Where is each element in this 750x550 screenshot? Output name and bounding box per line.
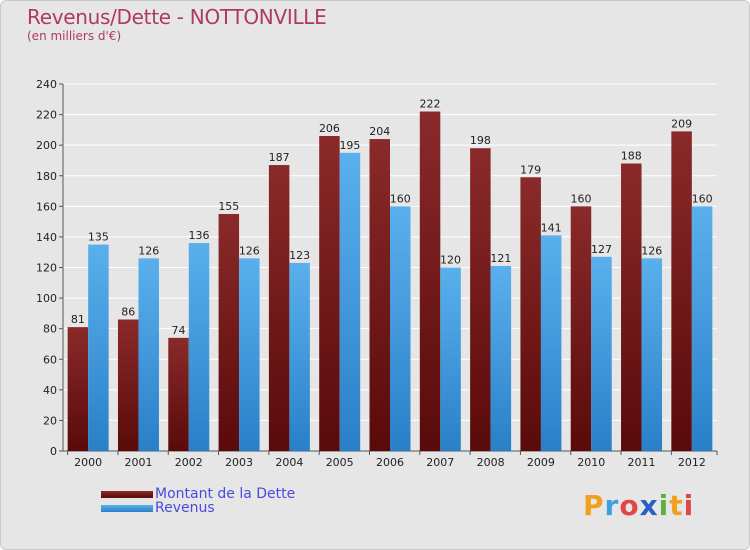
bar-revenus bbox=[289, 262, 310, 451]
y-tick-label: 20 bbox=[43, 414, 57, 427]
data-label-dette: 86 bbox=[121, 305, 135, 318]
legend-label-revenus: Revenus bbox=[155, 500, 215, 516]
bar-dette bbox=[470, 148, 491, 451]
y-tick-label: 240 bbox=[36, 78, 57, 91]
bar-revenus bbox=[591, 256, 612, 451]
data-label-revenus: 126 bbox=[641, 244, 662, 257]
x-tick-label: 2006 bbox=[376, 456, 404, 469]
y-tick-label: 40 bbox=[43, 384, 57, 397]
logo-letter: t bbox=[669, 489, 684, 522]
x-tick-label: 2002 bbox=[175, 456, 203, 469]
data-label-revenus: 136 bbox=[189, 229, 210, 242]
data-label-dette: 81 bbox=[71, 313, 85, 326]
data-label-dette: 222 bbox=[420, 98, 441, 111]
data-label-revenus: 135 bbox=[88, 231, 109, 244]
x-tick-label: 2001 bbox=[124, 456, 152, 469]
logo-letter: i bbox=[683, 489, 695, 522]
y-tick-label: 80 bbox=[43, 323, 57, 336]
logo-letter: r bbox=[604, 489, 620, 522]
data-label-revenus: 127 bbox=[591, 243, 612, 256]
data-label-dette: 74 bbox=[172, 324, 186, 337]
data-label-revenus: 126 bbox=[239, 244, 260, 257]
chart-title: Revenus/Dette - NOTTONVILLE bbox=[27, 5, 327, 29]
bar-dette bbox=[520, 177, 541, 451]
data-label-dette: 198 bbox=[470, 134, 491, 147]
data-label-dette: 179 bbox=[520, 163, 541, 176]
bar-dette bbox=[319, 135, 340, 451]
y-tick-label: 120 bbox=[36, 262, 57, 275]
bar-revenus bbox=[641, 258, 663, 451]
logo-letter: o bbox=[619, 489, 640, 522]
bar-dette bbox=[419, 111, 441, 452]
y-tick-label: 160 bbox=[36, 200, 57, 213]
y-tick-label: 0 bbox=[50, 445, 57, 458]
bar-dette bbox=[369, 139, 390, 452]
data-label-revenus: 121 bbox=[490, 252, 511, 265]
data-label-dette: 187 bbox=[269, 151, 290, 164]
bar-dette bbox=[268, 165, 290, 451]
bar-revenus bbox=[138, 258, 159, 451]
logo-letter: P bbox=[583, 489, 605, 522]
x-tick-label: 2005 bbox=[326, 456, 354, 469]
legend-item-dette: Montant de la Dette bbox=[101, 487, 295, 501]
legend-label-dette: Montant de la Dette bbox=[155, 486, 296, 502]
plot-area: 0 20 40 60 80 100 120 140 160 180 200 220 240 81 135 20… bbox=[36, 78, 718, 469]
data-label-dette: 155 bbox=[218, 200, 239, 213]
bar-dette bbox=[621, 163, 642, 451]
data-label-revenus: 123 bbox=[289, 249, 310, 262]
data-label-revenus: 120 bbox=[440, 254, 461, 267]
bar-dette bbox=[570, 206, 592, 451]
bar-revenus bbox=[339, 152, 361, 451]
bar-dette bbox=[671, 131, 692, 451]
bar-dette bbox=[117, 319, 139, 451]
data-label-dette: 204 bbox=[369, 125, 390, 138]
bar-revenus bbox=[390, 206, 411, 451]
data-label-dette: 160 bbox=[570, 192, 591, 205]
legend-swatch-dette bbox=[101, 490, 153, 498]
bar-revenus bbox=[490, 265, 512, 451]
logo-letter: i bbox=[658, 489, 670, 522]
bar-revenus bbox=[188, 243, 210, 451]
bar-dette bbox=[168, 337, 189, 451]
y-tick-label: 140 bbox=[36, 231, 57, 244]
bar-dette bbox=[218, 213, 240, 451]
bar-revenus bbox=[239, 258, 260, 451]
x-tick-label: 2008 bbox=[477, 456, 505, 469]
bar-revenus bbox=[440, 267, 461, 451]
x-tick-label: 2011 bbox=[628, 456, 656, 469]
y-tick-label: 200 bbox=[36, 139, 57, 152]
bar-revenus bbox=[88, 244, 109, 451]
data-label-revenus: 195 bbox=[339, 139, 360, 152]
data-label-revenus: 160 bbox=[692, 192, 713, 205]
bar-revenus bbox=[691, 206, 713, 451]
legend: Montant de la Dette Revenus bbox=[101, 487, 295, 515]
y-tick-label: 100 bbox=[36, 292, 57, 305]
y-tick-label: 180 bbox=[36, 170, 57, 183]
x-tick-label: 2007 bbox=[426, 456, 454, 469]
bar-dette bbox=[67, 327, 89, 451]
data-label-dette: 209 bbox=[671, 117, 692, 130]
legend-swatch-revenus bbox=[101, 504, 153, 512]
bar-revenus bbox=[540, 235, 562, 451]
x-tick-label: 2010 bbox=[577, 456, 605, 469]
legend-item-revenus: Revenus bbox=[101, 501, 295, 515]
y-tick-label: 220 bbox=[36, 109, 57, 122]
x-tick-label: 2000 bbox=[74, 456, 102, 469]
x-tick-label: 2009 bbox=[527, 456, 555, 469]
x-tick-label: 2003 bbox=[225, 456, 253, 469]
data-label-dette: 206 bbox=[319, 122, 340, 135]
data-label-revenus: 141 bbox=[541, 221, 562, 234]
y-tick-label: 60 bbox=[43, 353, 57, 366]
proxiti-logo: Proxiti bbox=[583, 489, 694, 522]
chart-subtitle: (en milliers d'€) bbox=[27, 29, 122, 43]
data-label-revenus: 160 bbox=[390, 192, 411, 205]
logo-letter: x bbox=[639, 489, 659, 522]
x-tick-label: 2012 bbox=[678, 456, 706, 469]
x-tick-label: 2004 bbox=[275, 456, 303, 469]
data-label-dette: 188 bbox=[621, 150, 642, 163]
data-label-revenus: 126 bbox=[138, 244, 159, 257]
